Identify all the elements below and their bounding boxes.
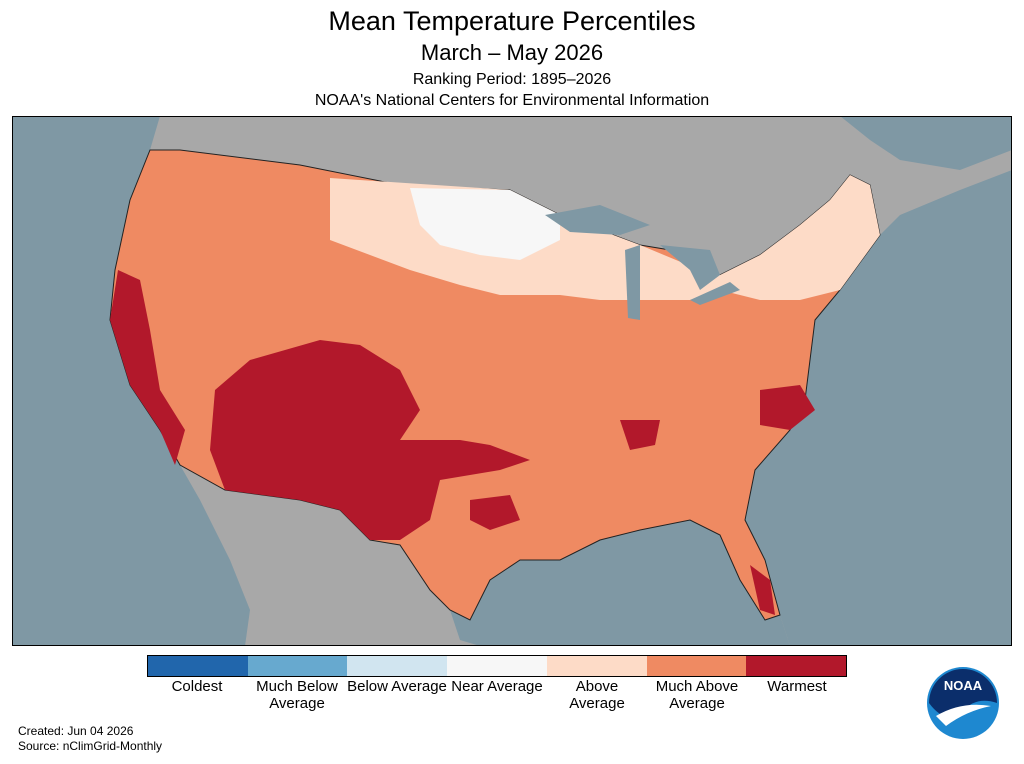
region-warmest	[110, 270, 185, 465]
map	[12, 116, 1012, 646]
legend-label: Above Average	[569, 678, 625, 712]
map-frame	[12, 116, 1012, 646]
created: Created: Jun 04 2026	[18, 724, 134, 738]
legend-label: Warmest	[767, 678, 827, 695]
legend-label: Coldest	[171, 678, 223, 695]
legend-swatch	[247, 656, 348, 676]
legend-swatch	[447, 656, 547, 676]
logo-top	[929, 669, 997, 717]
ranking-period: Ranking Period: 1895–2026	[412, 71, 612, 88]
region-warmest	[750, 565, 775, 615]
logo-wing	[936, 704, 991, 726]
ocean	[840, 116, 1012, 170]
region-warmest	[210, 340, 530, 540]
agency: NOAA's National Centers for Environmenta…	[314, 92, 710, 109]
legend-labels: Coldest Much Below Average Below Average Ne…	[147, 678, 847, 712]
legend-swatch	[746, 656, 847, 676]
ocean	[450, 520, 790, 646]
source: Source: nClimGrid-Monthly	[18, 739, 163, 753]
title: Mean Temperature Percentiles	[328, 6, 696, 36]
region-warmest	[470, 495, 520, 530]
legend-swatch	[646, 656, 747, 676]
noaa-logo: NOAA	[927, 667, 999, 739]
legend-label: Much Above Average	[655, 678, 739, 712]
logo-text: NOAA	[944, 678, 983, 693]
legend-label: Near Average	[451, 678, 543, 695]
lake	[625, 245, 640, 320]
legend-swatch	[148, 656, 248, 676]
legend-bar	[147, 655, 847, 677]
legend-label: Much Below Average	[256, 678, 338, 712]
region-warmest	[760, 385, 815, 430]
lake	[660, 245, 720, 290]
legend-label: Below Average	[347, 678, 447, 695]
ocean	[745, 170, 1012, 646]
lake	[545, 205, 650, 235]
legend-swatch	[347, 656, 448, 676]
lake	[690, 282, 740, 305]
region-warmest	[620, 420, 660, 450]
subtitle: March – May 2026	[420, 40, 604, 65]
legend-swatch	[546, 656, 647, 676]
region-near	[410, 188, 560, 260]
ocean	[12, 116, 250, 646]
